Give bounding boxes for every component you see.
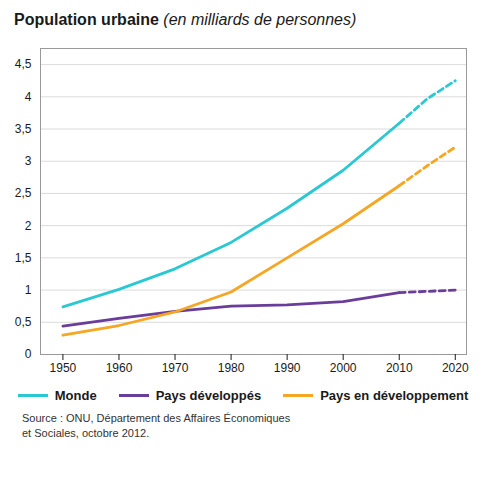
svg-text:1,5: 1,5 [15,251,32,265]
svg-text:1960: 1960 [106,361,133,375]
svg-text:1970: 1970 [162,361,189,375]
svg-text:4,5: 4,5 [15,57,32,71]
svg-text:4: 4 [25,90,32,104]
svg-text:1980: 1980 [218,361,245,375]
html-text:Source : ONU, Département des: Source : ONU, Département des Affaires É… [22,412,291,440]
svg-text:3,5: 3,5 [15,122,32,136]
svg-text:1950: 1950 [50,361,77,375]
svg-text:2010: 2010 [386,361,413,375]
svg-text:0,5: 0,5 [15,315,32,329]
svg-text:1: 1 [25,283,32,297]
html-text:Population urbaine (en milliar: Population urbaine (en milliards de pers… [14,11,357,28]
svg-text:2: 2 [25,218,32,232]
html-text:Pays développés: Pays développés [155,388,262,403]
svg-text:2000: 2000 [330,361,357,375]
svg-text:3: 3 [25,154,32,168]
html-text:Pays en développement: Pays en développement [320,388,469,403]
svg-text:1990: 1990 [274,361,301,375]
html-text:Monde: Monde [54,388,97,403]
svg-text:2020: 2020 [442,361,469,375]
svg-text:2,5: 2,5 [15,186,32,200]
svg-text:0: 0 [25,347,32,361]
